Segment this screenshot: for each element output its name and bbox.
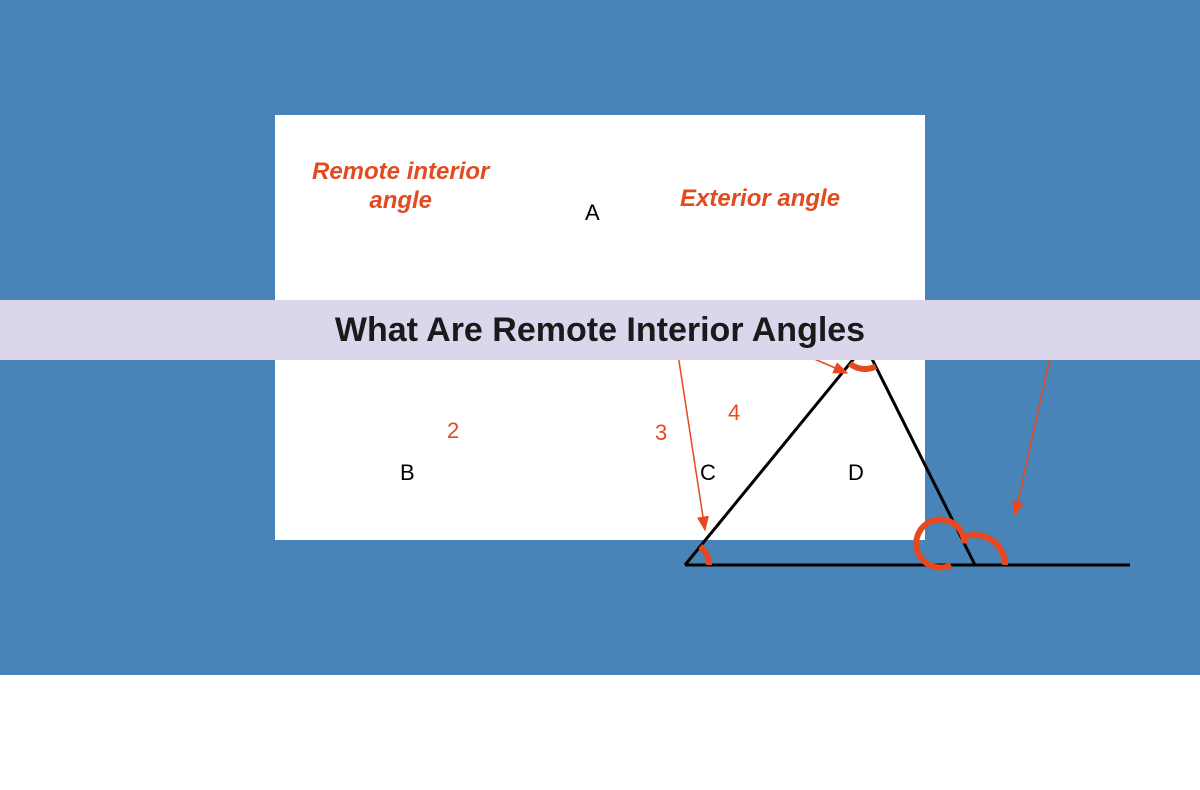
vertex-label-D: D <box>848 460 864 486</box>
vertex-label-C: C <box>700 460 716 486</box>
label-exterior: Exterior angle <box>680 185 840 214</box>
label-remote-interior-line2: angle <box>312 187 489 216</box>
angle-number-3: 3 <box>655 420 667 446</box>
line-AB <box>685 345 865 565</box>
label-remote-interior: Remote interior angle <box>312 158 489 216</box>
vertex-label-B: B <box>400 460 415 486</box>
triangle-group <box>685 345 1130 565</box>
angle-number-2: 2 <box>447 418 459 444</box>
angle-arc-C-inner <box>916 520 964 568</box>
angle-arc-B <box>700 546 709 565</box>
label-remote-interior-line1: Remote interior <box>312 158 489 187</box>
title-text: What Are Remote Interior Angles <box>335 311 865 350</box>
vertex-label-A: A <box>585 200 600 226</box>
arrow-remote-to-B <box>675 335 705 530</box>
angle-number-4: 4 <box>728 400 740 426</box>
diagram-svg <box>275 115 1200 790</box>
title-band: What Are Remote Interior Angles <box>0 300 1200 360</box>
angle-arc-A <box>850 364 876 369</box>
arrow-exterior-to-4 <box>1015 335 1055 515</box>
